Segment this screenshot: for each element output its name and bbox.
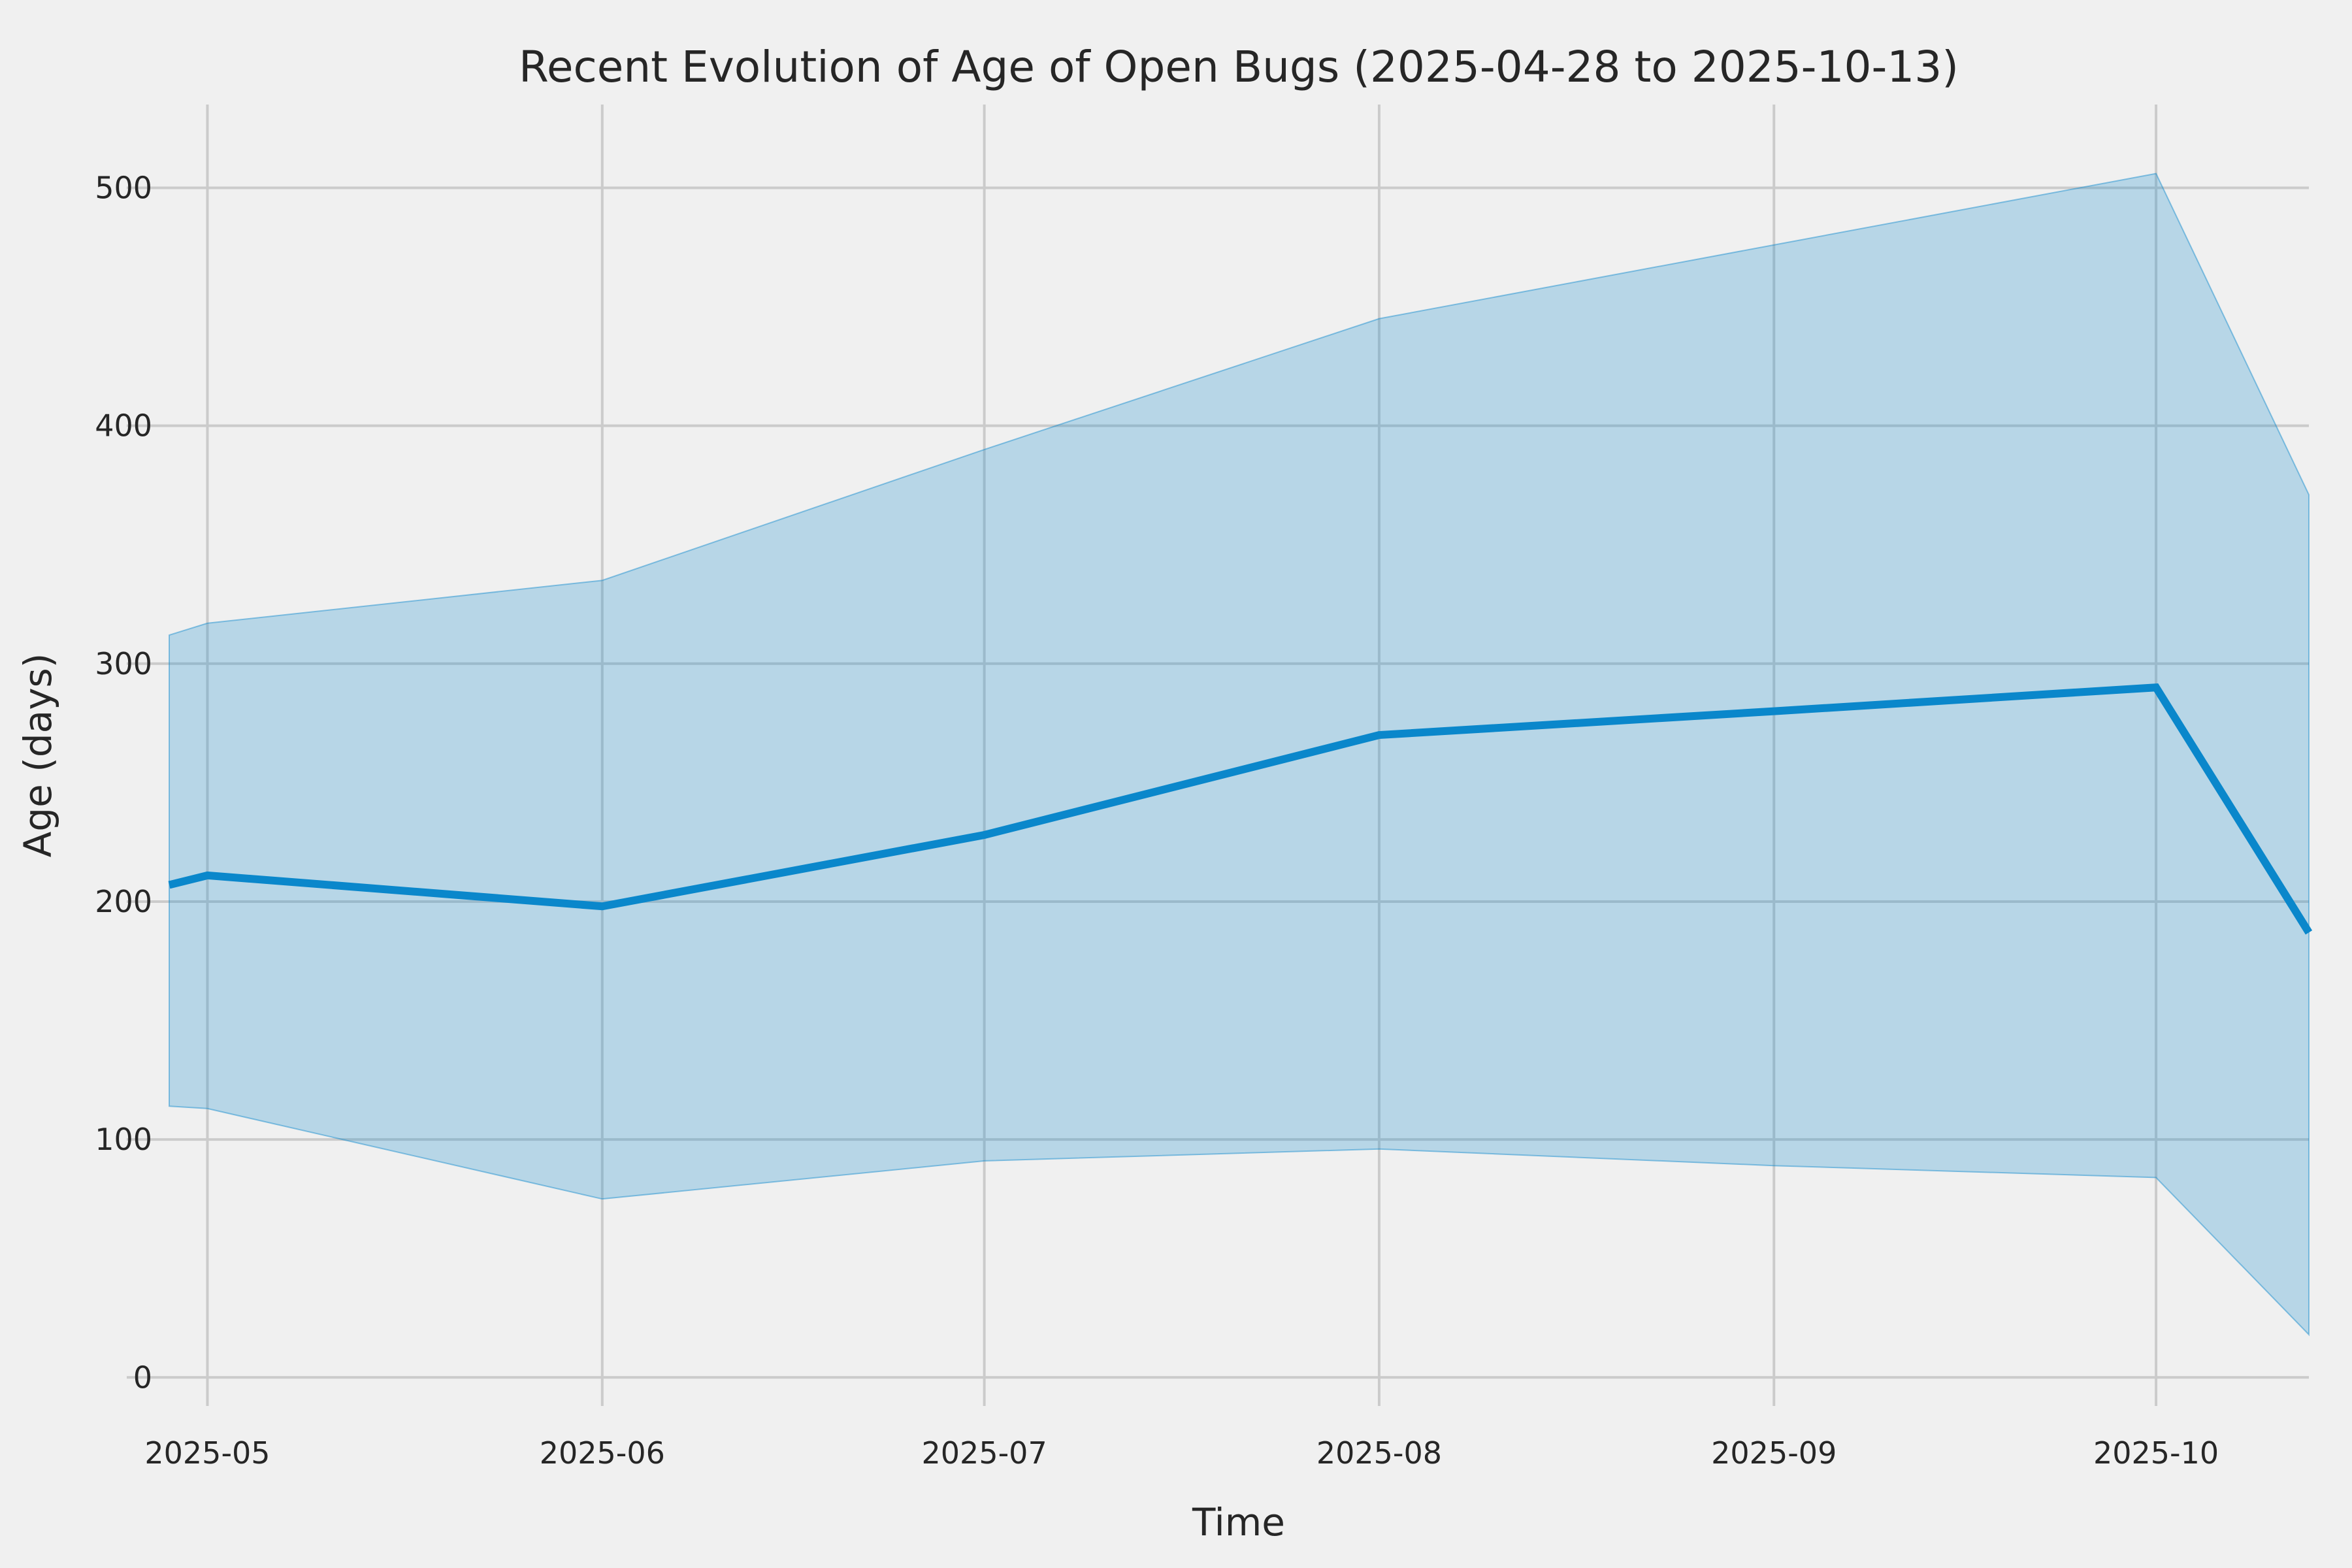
x-axis-label: Time <box>1192 1500 1285 1544</box>
y-tick-label: 0 <box>133 1360 152 1395</box>
y-tick-label: 200 <box>95 884 152 919</box>
y-tick-labels: 0 100 200 300 400 500 <box>95 170 152 1395</box>
y-tick-label: 500 <box>95 170 152 205</box>
x-tick-labels: 2025-05 2025-06 2025-07 2025-08 2025-09 2025-… <box>144 1435 2219 1471</box>
chart-title: Recent Evolution of Age of Open Bugs (20… <box>519 42 1959 92</box>
x-tick-label: 2025-06 <box>540 1435 665 1471</box>
y-tick-label: 400 <box>95 408 152 444</box>
x-tick-label: 2025-07 <box>922 1435 1047 1471</box>
band-area-minmax <box>169 172 2310 1337</box>
grid-layer <box>127 105 2309 1406</box>
x-tick-label: 2025-08 <box>1316 1435 1442 1471</box>
mean-age-line <box>168 683 2313 935</box>
y-tick-label: 100 <box>95 1122 152 1157</box>
x-tick-label: 2025-09 <box>1711 1435 1837 1471</box>
y-axis-label: Age (days) <box>16 653 60 858</box>
x-tick-label: 2025-05 <box>144 1435 270 1471</box>
x-tick-label: 2025-10 <box>2093 1435 2219 1471</box>
y-tick-label: 300 <box>95 646 152 681</box>
